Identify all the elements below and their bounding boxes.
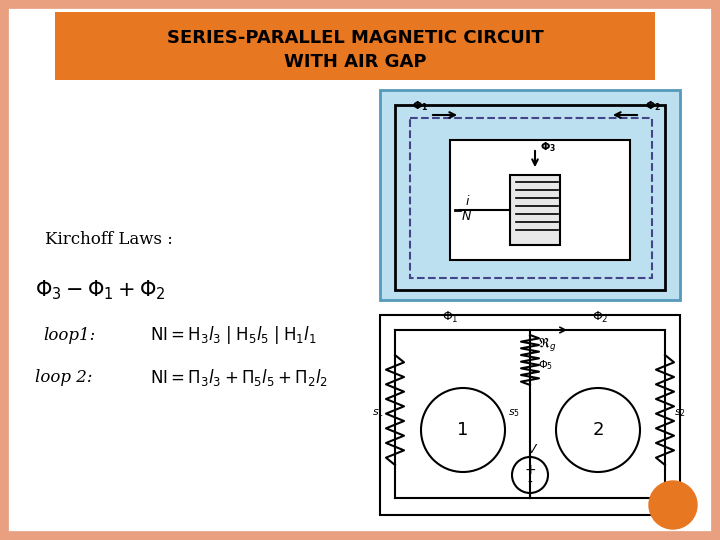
Text: $\mathfrak{R}_g$: $\mathfrak{R}_g$ — [538, 336, 557, 354]
Text: $\mathit{i}$: $\mathit{i}$ — [465, 194, 470, 208]
Text: $\mathbf{\Phi_3}$: $\mathbf{\Phi_3}$ — [540, 140, 557, 154]
Text: +: + — [524, 463, 536, 477]
Text: -: - — [528, 476, 532, 490]
Circle shape — [649, 481, 697, 529]
Text: WITH AIR GAP: WITH AIR GAP — [284, 53, 426, 71]
Bar — [450, 140, 630, 260]
FancyBboxPatch shape — [380, 315, 680, 515]
Text: $\Phi_2$: $\Phi_2$ — [592, 310, 608, 325]
FancyBboxPatch shape — [4, 4, 716, 536]
Text: $\Phi_5$: $\Phi_5$ — [538, 358, 553, 372]
Text: loop 2:: loop 2: — [35, 369, 92, 387]
Text: $\mathit{V}$: $\mathit{V}$ — [527, 443, 539, 456]
Text: $\mathrm{NI} = \mathrm{H}_3 l_3 \;|\; \mathrm{H}_5 l_5 \;|\; \mathrm{H}_1 l_1$: $\mathrm{NI} = \mathrm{H}_3 l_3 \;|\; \m… — [150, 324, 317, 346]
Text: $\Phi_1$: $\Phi_1$ — [441, 310, 459, 325]
Text: $\mathbf{\Phi_1}$: $\mathbf{\Phi_1}$ — [412, 99, 428, 113]
Text: $s_5$: $s_5$ — [508, 407, 520, 419]
FancyBboxPatch shape — [380, 90, 680, 300]
Text: $\mathrm{NI} = \Pi_3 l_3 + \Pi_5 l_5 + \Pi_2 l_2$: $\mathrm{NI} = \Pi_3 l_3 + \Pi_5 l_5 + \… — [150, 368, 328, 388]
Text: $\mathit{N}$: $\mathit{N}$ — [461, 210, 472, 223]
Text: 1: 1 — [457, 421, 469, 439]
Text: $\mathbf{\Phi_2}$: $\mathbf{\Phi_2}$ — [645, 99, 661, 113]
Bar — [510, 175, 560, 245]
Text: SERIES-PARALLEL MAGNETIC CIRCUIT: SERIES-PARALLEL MAGNETIC CIRCUIT — [166, 29, 544, 47]
Text: $\Phi_3 - \Phi_1 + \Phi_2$: $\Phi_3 - \Phi_1 + \Phi_2$ — [35, 278, 166, 302]
Text: $s_2$: $s_2$ — [674, 407, 686, 419]
Bar — [55, 12, 655, 80]
Text: loop1:: loop1: — [43, 327, 95, 343]
Bar — [395, 105, 665, 290]
Text: $s_1$: $s_1$ — [372, 407, 384, 419]
Text: Kirchoff Laws :: Kirchoff Laws : — [45, 232, 173, 248]
Text: 2: 2 — [593, 421, 604, 439]
